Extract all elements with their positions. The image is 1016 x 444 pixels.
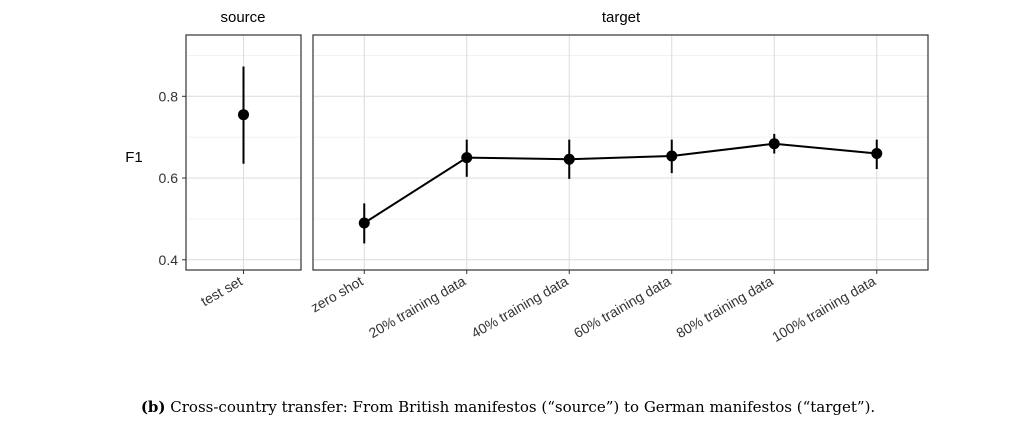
series-line	[363, 142, 877, 224]
x-tick-label: test set	[198, 273, 245, 309]
data-point	[768, 138, 780, 150]
x-tick-label: 100% training data	[769, 273, 878, 345]
x-tick-label: zero shot	[308, 273, 366, 316]
x-tick-label: 80% training data	[673, 273, 776, 341]
x-tick-label: 60% training data	[571, 273, 674, 341]
data-point	[871, 148, 883, 160]
y-axis-label: F1	[125, 149, 143, 166]
panel-target: zero shot 20% training data 40% training d…	[308, 34, 929, 345]
y-tick-label: 0.6	[159, 170, 179, 186]
data-point	[461, 152, 473, 164]
x-tick-label: 40% training data	[468, 273, 571, 341]
data-point	[238, 109, 249, 121]
data-point	[666, 150, 678, 162]
figure: source target F1 0.4 0.6 0.8 test set zero …	[125, 9, 929, 345]
panel-source: 0.4 0.6 0.8 test set	[159, 34, 302, 309]
caption-label: (b)	[140, 398, 166, 416]
data-point	[358, 217, 370, 229]
x-tick-label: 20% training data	[366, 273, 469, 341]
y-tick-label: 0.8	[159, 88, 179, 104]
caption-text: Cross-country transfer: From British man…	[170, 398, 876, 416]
y-tick-label: 0.4	[159, 252, 179, 268]
data-point	[563, 153, 575, 165]
figure-caption: (b) Cross-country transfer: From British…	[0, 398, 1016, 416]
panel-border	[312, 34, 929, 271]
panel-title-source: source	[220, 9, 265, 26]
panel-background	[313, 35, 928, 270]
panel-title-target: target	[602, 9, 641, 26]
